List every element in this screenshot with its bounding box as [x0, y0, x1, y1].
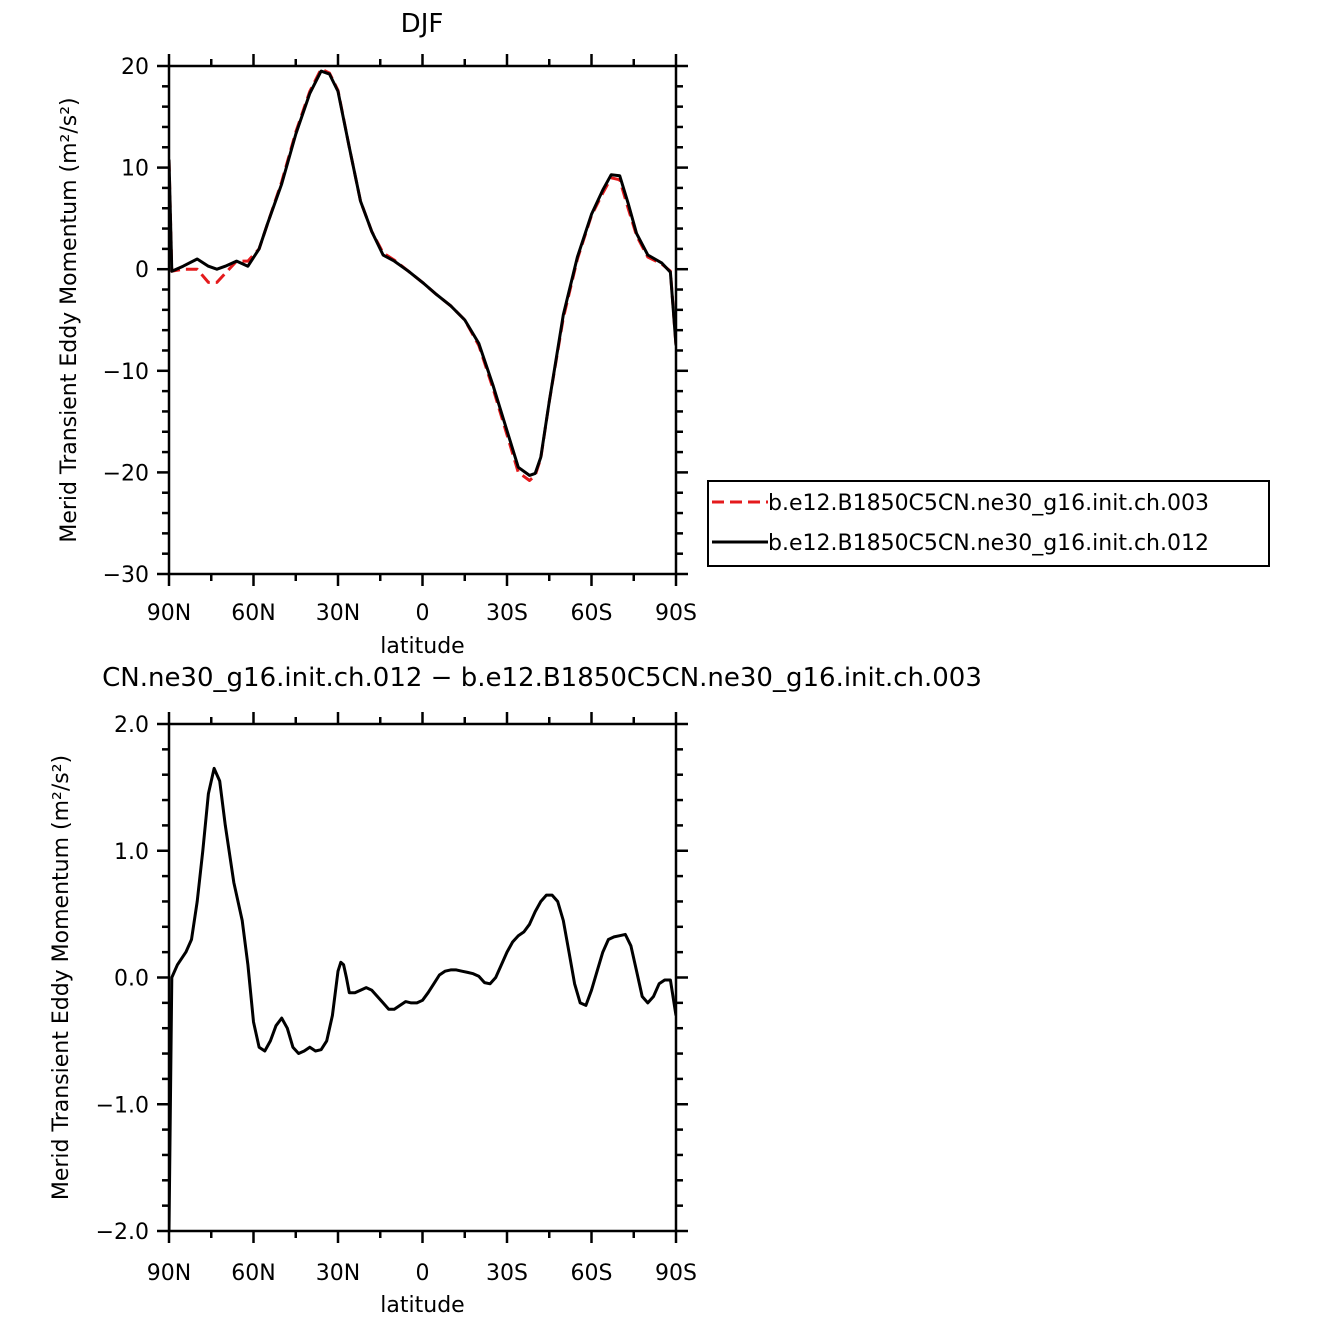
legend-label-2: b.e12.B1850C5CN.ne30_g16.init.ch.012	[768, 531, 1209, 556]
y-axis-label: Merid Transient Eddy Momentum (m²/s²)	[57, 97, 82, 542]
y-tick-label: −10	[103, 360, 149, 385]
y-tick-label: 0.0	[114, 967, 149, 992]
chart-title: DJF	[401, 9, 444, 39]
x-tick-label: 90S	[655, 601, 697, 626]
x-tick-label: 30N	[316, 1261, 360, 1286]
x-axis-label: latitude	[380, 634, 464, 659]
x-tick-label: 60S	[571, 601, 613, 626]
series-line-2	[169, 69, 676, 477]
y-tick-label: −20	[103, 461, 149, 486]
y-tick-label: 10	[121, 157, 149, 182]
legend: b.e12.B1850C5CN.ne30_g16.init.ch.003 b.e1…	[707, 480, 1270, 567]
plot-panel-1: DJF 90N 60N 30N 0 30S 60S 90S −30 −20 −10 0 10 20 lati…	[57, 9, 1270, 659]
plot-frame	[167, 722, 678, 1233]
x-tick-label: 30S	[486, 601, 528, 626]
x-tick-label: 90N	[147, 1261, 191, 1286]
x-tick-label: 0	[416, 1261, 430, 1286]
series-line-1	[169, 67, 676, 482]
plot-panel-2: CN.ne30_g16.init.ch.012 − b.e12.B1850C5C…	[49, 663, 982, 1318]
x-axis-label: latitude	[380, 1293, 464, 1318]
y-tick-label: 20	[121, 55, 149, 80]
x-tick-label: 90N	[147, 601, 191, 626]
y-axis-label: Merid Transient Eddy Momentum (m²/s²)	[49, 755, 74, 1200]
legend-box	[707, 480, 1270, 567]
y-tick-label: −30	[103, 563, 149, 588]
x-tick-label: 30S	[486, 1261, 528, 1286]
y-tick-label: −1.0	[96, 1093, 149, 1118]
series-line-1	[169, 766, 676, 1231]
y-tick-label: 1.0	[114, 840, 149, 865]
y-tick-label: 0	[135, 258, 149, 283]
y-tick-label: 2.0	[114, 713, 149, 738]
chart-title: CN.ne30_g16.init.ch.012 − b.e12.B1850C5C…	[102, 663, 982, 693]
x-tick-label: 60S	[571, 1261, 613, 1286]
plot-frame	[167, 64, 678, 576]
x-tick-label: 60N	[231, 601, 275, 626]
y-tick-label: −2.0	[96, 1220, 149, 1245]
x-tick-label: 30N	[316, 601, 360, 626]
x-tick-label: 0	[416, 601, 430, 626]
x-tick-label: 60N	[231, 1261, 275, 1286]
legend-label-1: b.e12.B1850C5CN.ne30_g16.init.ch.003	[768, 491, 1209, 516]
x-tick-label: 90S	[655, 1261, 697, 1286]
